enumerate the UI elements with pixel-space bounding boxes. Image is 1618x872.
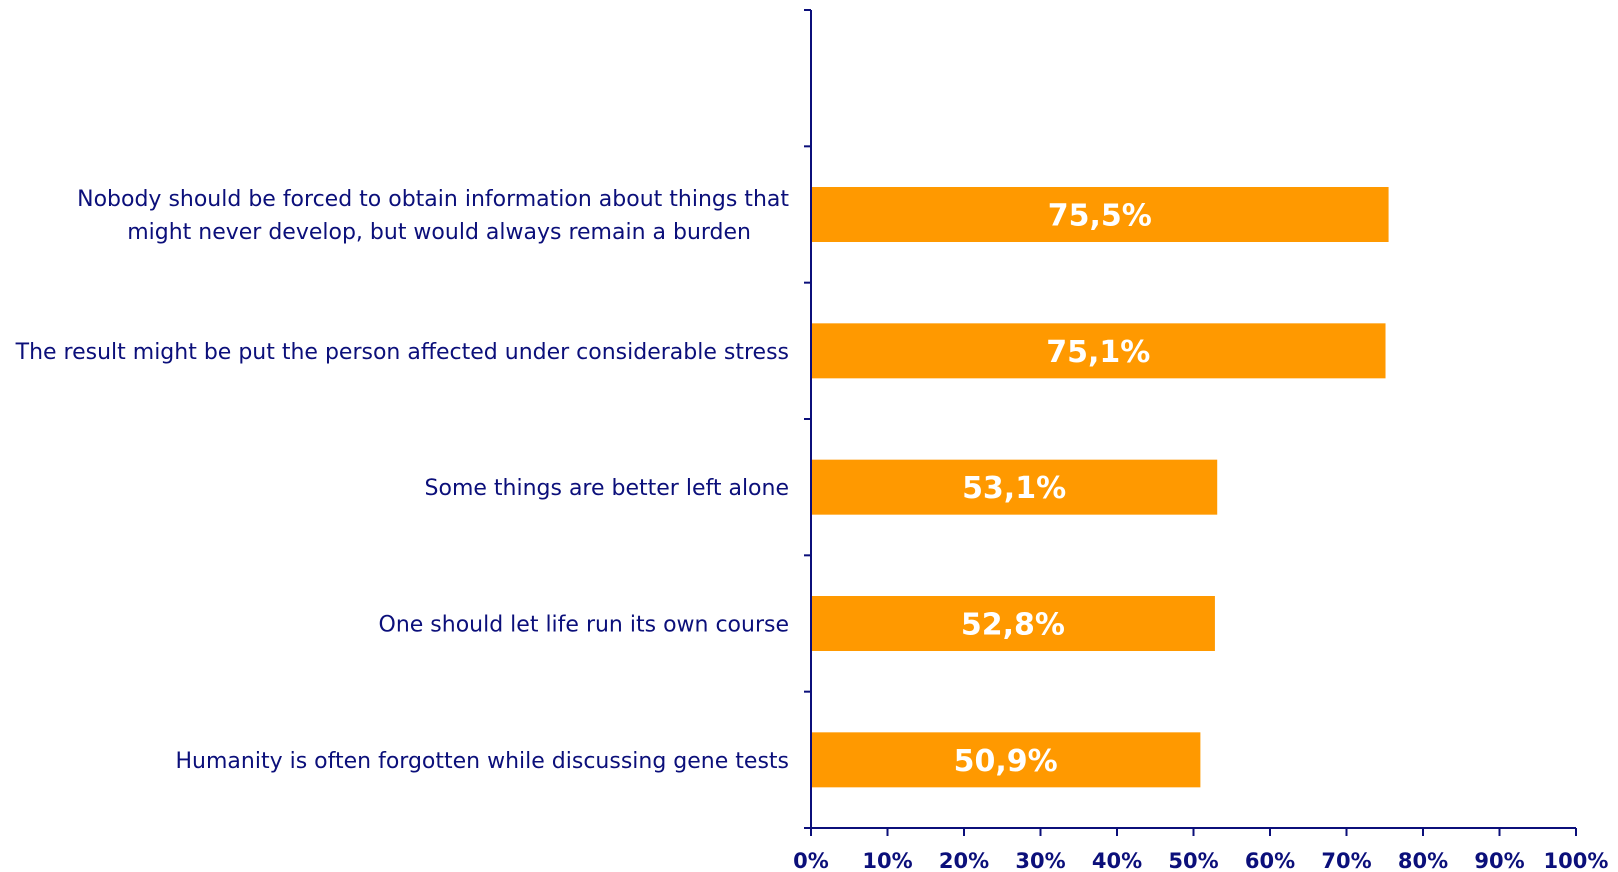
x-tick-labels: 0% 10% 20% 30% 40% 50% 60% 70% 80% 90% 100% [793,849,1608,872]
bar [812,187,1389,242]
x-tick-label: 0% [793,849,829,872]
bar [812,459,1218,515]
axes [804,9,1577,836]
category-label: Some things are better left alone [425,476,789,501]
x-tick-label: 100% [1544,849,1609,872]
x-tick-label: 10% [862,849,912,872]
data-label: 52,8% [961,608,1065,643]
category-label: The result might be put the person affec… [15,340,789,365]
x-tick-label: 50% [1168,849,1218,872]
category-label: might never develop, but would always re… [127,220,751,245]
bar [812,732,1201,788]
data-label: 53,1% [962,471,1066,506]
bar [812,323,1386,379]
category-labels: Nobody should be forced to obtain inform… [15,187,790,774]
bars-layer [812,187,1389,788]
data-label: 75,1% [1046,335,1150,370]
category-label: One should let life run its own course [379,613,789,638]
x-tick-label: 30% [1015,849,1065,872]
category-label: Nobody should be forced to obtain inform… [77,187,789,212]
data-label: 75,5% [1048,199,1152,234]
x-tick-label: 60% [1245,849,1295,872]
data-label: 50,9% [954,744,1058,779]
x-tick-label: 70% [1321,849,1371,872]
x-tick-label: 40% [1092,849,1142,872]
x-tick-label: 20% [939,849,989,872]
x-tick-label: 90% [1474,849,1524,872]
category-label: Humanity is often forgotten while discus… [176,749,789,774]
x-tick-label: 80% [1398,849,1448,872]
data-labels: 75,5% 75,1% 53,1% 52,8% 50,9% [954,199,1152,779]
bar [812,596,1215,651]
